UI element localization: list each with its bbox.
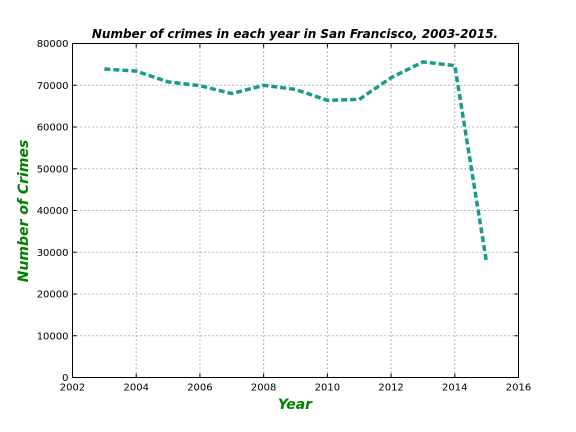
series-layer	[104, 60, 489, 263]
y-tick-label: 50000	[37, 164, 69, 175]
x-tick-label: 2002	[60, 383, 85, 394]
y-tick-label: 60000	[37, 123, 69, 134]
y-tick-label: 0	[62, 373, 68, 384]
x-axis-label: Year	[278, 397, 313, 413]
y-tick-label: 10000	[37, 331, 69, 342]
chart-title: Number of crimes in each year in San Fra…	[92, 27, 498, 41]
series-line	[104, 60, 489, 263]
axis-ticks: 2002 2004 2006 2008 2010 2012 2014 2016 0 10000 20…	[37, 39, 532, 394]
x-tick-label: 2004	[123, 383, 148, 394]
plot-frame	[72, 43, 519, 378]
y-tick-label: 40000	[37, 206, 69, 217]
y-tick-label: 30000	[37, 248, 69, 259]
x-tick-label: 2006	[187, 383, 212, 394]
x-tick-label: 2016	[506, 383, 531, 394]
y-tick-label: 80000	[37, 39, 69, 50]
x-tick-label: 2012	[378, 383, 403, 394]
x-tick-label: 2014	[442, 383, 467, 394]
x-tick-label: 2008	[251, 383, 276, 394]
x-tick-label: 2010	[315, 383, 340, 394]
y-tick-label: 20000	[37, 290, 69, 301]
y-tick-label: 70000	[37, 81, 69, 92]
grid-lines	[72, 43, 519, 378]
y-axis-label: Number of Crimes	[16, 140, 32, 283]
